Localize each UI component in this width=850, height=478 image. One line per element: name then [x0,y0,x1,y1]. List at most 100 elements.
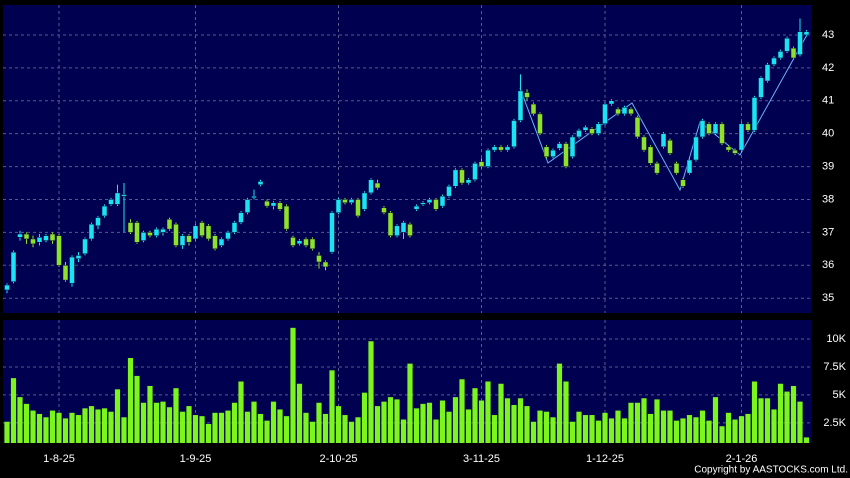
volume-bar [550,417,556,443]
volume-bar [153,402,160,443]
volume-bar [283,416,290,443]
candle-body [530,103,537,115]
x-tick-label: 1-9-25 [180,453,212,465]
volume-bar [199,416,205,443]
candle-body [36,237,43,243]
volume-bar [186,406,192,443]
candle-body [277,202,283,210]
candle-body [654,163,660,174]
source: Copyright by AASTOCKS.com Ltd. [694,465,848,476]
candle-body [407,223,413,236]
candle-body [296,240,303,245]
volume-bar [147,385,153,443]
candle-body [790,47,797,59]
volume-bar [127,358,134,443]
x-tick-label: 2-10-25 [320,453,358,465]
candle-body [485,149,491,167]
volume-bar [654,399,660,443]
volume-bar [797,401,803,443]
volume-bar [82,408,88,443]
candle-body [764,64,771,82]
volume-bar [491,415,498,443]
volume-bar [205,423,212,443]
candle-body [17,233,23,238]
candle-body [303,238,309,246]
volume-bar [771,409,777,443]
candle-body [446,186,452,197]
volume-bar [381,401,387,443]
volume-bar [303,412,309,443]
x-tick-label: 1-12-25 [586,453,624,465]
candle-body [290,237,296,246]
volume-bar [446,411,452,443]
volume-bar [641,398,647,443]
volume-bar [478,400,485,443]
candle-body [699,120,706,138]
candle-body [368,179,374,194]
volume-bar [452,397,459,443]
candle-body [693,136,699,161]
volume-bar [88,406,95,443]
volume-bar [803,437,810,443]
candle-body [127,222,134,233]
candle-body [342,199,348,204]
candle-body [374,182,381,189]
volume-bar [56,412,62,443]
candle-body [797,31,803,55]
candle-body [199,222,205,236]
candle-body [270,202,277,207]
volume-bar [264,420,270,443]
candle-body [316,255,322,263]
volume-bar [10,378,17,443]
candle-body [394,225,400,236]
volume-bar [413,408,420,443]
candle-body [504,146,511,151]
volume-bar [140,402,147,443]
candle-body [134,222,140,243]
candle-body [582,126,589,131]
candle-body [160,228,166,233]
volume-bar [790,385,797,443]
y-tick-label: 41 [822,95,834,107]
candle-body [212,235,218,250]
candle-body [264,200,270,207]
candle-body [4,284,10,291]
volume-bar [160,401,166,443]
volume-bar [75,415,82,443]
volume-bar [556,363,563,443]
volume-bar [420,403,426,443]
volume-bar [569,421,576,443]
volume-bar [764,398,771,443]
candle-body [225,232,231,240]
candle-body [420,202,426,205]
candle-body [751,97,758,131]
candle-body [348,199,355,204]
volume-bar [179,411,186,443]
candle-body [660,133,667,148]
y-tick-label: 37 [822,226,834,238]
volume-bar [719,426,725,443]
candle-body [745,123,751,131]
y-tick-label: 35 [822,292,834,304]
candle-body [719,123,725,144]
volume-bar [758,398,764,443]
candle-body [153,228,160,236]
candle-body [517,90,524,121]
volume-bar [368,341,374,443]
candle-body [608,100,615,105]
candle-body [433,199,439,210]
volume-bar [745,413,751,443]
volume-bar [329,370,335,443]
candle-body [803,31,810,36]
candle-body [712,123,719,134]
candle-body [758,77,764,98]
volume-bar [621,418,628,443]
candle-body [524,92,530,98]
volume-bar [166,407,173,443]
volume-bar [36,413,43,443]
volume-bar [121,417,127,443]
candle-body [205,225,212,240]
volume-bar [322,413,329,443]
candle-body [595,123,602,134]
